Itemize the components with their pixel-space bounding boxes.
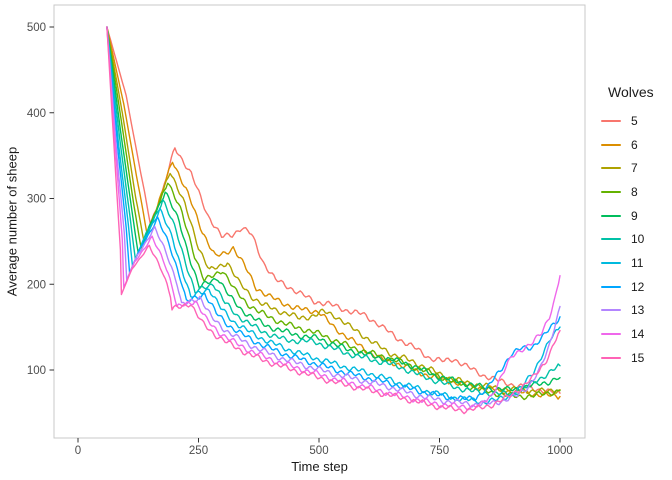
legend-key-line-8 (601, 190, 621, 193)
legend-item-7: 7 (601, 156, 671, 180)
series-line-8 (106, 26, 561, 401)
series-line-15 (106, 26, 561, 415)
legend-item-10: 10 (601, 227, 671, 251)
legend-item-8: 8 (601, 180, 671, 204)
legend-label: 15 (631, 350, 645, 365)
legend-key-line-14 (601, 333, 621, 336)
legend-label: 12 (631, 279, 645, 294)
legend-title: Wolves (608, 84, 654, 100)
x-tick-label: 250 (189, 445, 208, 457)
series-line-5 (106, 26, 561, 394)
series-line-13 (106, 26, 561, 408)
y-axis-title: Average number of sheep (4, 146, 20, 297)
y-tick-label: 300 (27, 194, 46, 206)
legend-key-line-9 (601, 214, 621, 217)
legend-label: 8 (631, 184, 638, 199)
legend-key-line-7 (601, 167, 621, 170)
legend-item-13: 13 (601, 299, 671, 323)
legend-key-line-11 (601, 261, 621, 264)
x-axis-title: Time step (291, 459, 348, 474)
y-tick-label: 400 (27, 108, 46, 120)
legend-key-line-15 (601, 356, 621, 359)
legend-item-14: 14 (601, 322, 671, 346)
series-line-11 (106, 26, 561, 405)
legend-item-6: 6 (601, 133, 671, 157)
legend-items: 5 6 7 8 9 10 11 12 13 14 15 (601, 109, 671, 370)
legend-label: 9 (631, 208, 638, 223)
legend-label: 11 (631, 255, 644, 270)
legend-key-line-5 (601, 119, 621, 122)
legend-label: 5 (631, 113, 638, 128)
legend-key-line-12 (601, 285, 621, 288)
legend-label: 10 (631, 232, 645, 247)
series-line-9 (106, 26, 561, 393)
series-line-12 (106, 26, 561, 402)
y-tick-label: 200 (27, 279, 46, 291)
legend-key-line-6 (601, 143, 621, 146)
legend-label: 14 (631, 327, 645, 342)
legend-item-12: 12 (601, 275, 671, 299)
x-tick-label: 0 (75, 445, 81, 457)
legend-label: 7 (631, 161, 638, 176)
legend-item-15: 15 (601, 346, 671, 370)
series-line-10 (106, 26, 561, 397)
x-tick-label: 750 (430, 445, 449, 457)
y-tick-label: 500 (27, 22, 46, 34)
y-tick-label: 100 (27, 365, 46, 377)
x-tick-label: 500 (309, 445, 328, 457)
legend-item-5: 5 (601, 109, 671, 133)
legend-key-line-13 (601, 309, 621, 312)
legend-item-11: 11 (601, 251, 671, 275)
legend: Wolves 5 6 7 8 9 10 11 12 13 14 15 (601, 84, 671, 370)
legend-key-line-10 (601, 238, 621, 241)
legend-item-9: 9 (601, 204, 671, 228)
series-line-14 (106, 26, 561, 411)
legend-label: 13 (631, 303, 645, 318)
legend-label: 6 (631, 137, 638, 152)
x-tick-label: 1000 (547, 445, 573, 457)
